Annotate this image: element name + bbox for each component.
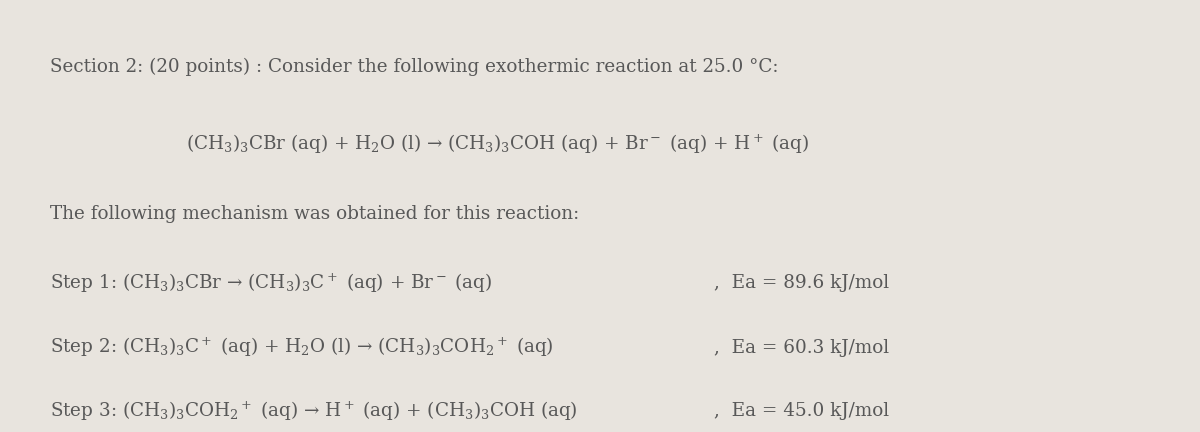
Text: ,  Ea = 45.0 kJ/mol: , Ea = 45.0 kJ/mol xyxy=(714,402,889,420)
Text: Step 2: (CH$_3$)$_3$C$^+$ (aq) + H$_2$O (l) → (CH$_3$)$_3$COH$_2$$^+$ (aq): Step 2: (CH$_3$)$_3$C$^+$ (aq) + H$_2$O … xyxy=(50,336,554,359)
Text: ,  Ea = 89.6 kJ/mol: , Ea = 89.6 kJ/mol xyxy=(714,274,889,292)
Text: Section 2: (20 points) : Consider the following exothermic reaction at 25.0 °C:: Section 2: (20 points) : Consider the fo… xyxy=(50,58,779,76)
Text: Step 1: (CH$_3$)$_3$CBr → (CH$_3$)$_3$C$^+$ (aq) + Br$^-$ (aq): Step 1: (CH$_3$)$_3$CBr → (CH$_3$)$_3$C$… xyxy=(50,271,493,295)
Text: The following mechanism was obtained for this reaction:: The following mechanism was obtained for… xyxy=(50,205,580,223)
Text: (CH$_3$)$_3$CBr (aq) + H$_2$O (l) → (CH$_3$)$_3$COH (aq) + Br$^-$ (aq) + H$^+$ (: (CH$_3$)$_3$CBr (aq) + H$_2$O (l) → (CH$… xyxy=(186,133,809,156)
Text: Step 3: (CH$_3$)$_3$COH$_2$$^+$ (aq) → H$^+$ (aq) + (CH$_3$)$_3$COH (aq): Step 3: (CH$_3$)$_3$COH$_2$$^+$ (aq) → H… xyxy=(50,400,578,423)
Text: ,  Ea = 60.3 kJ/mol: , Ea = 60.3 kJ/mol xyxy=(714,339,889,357)
